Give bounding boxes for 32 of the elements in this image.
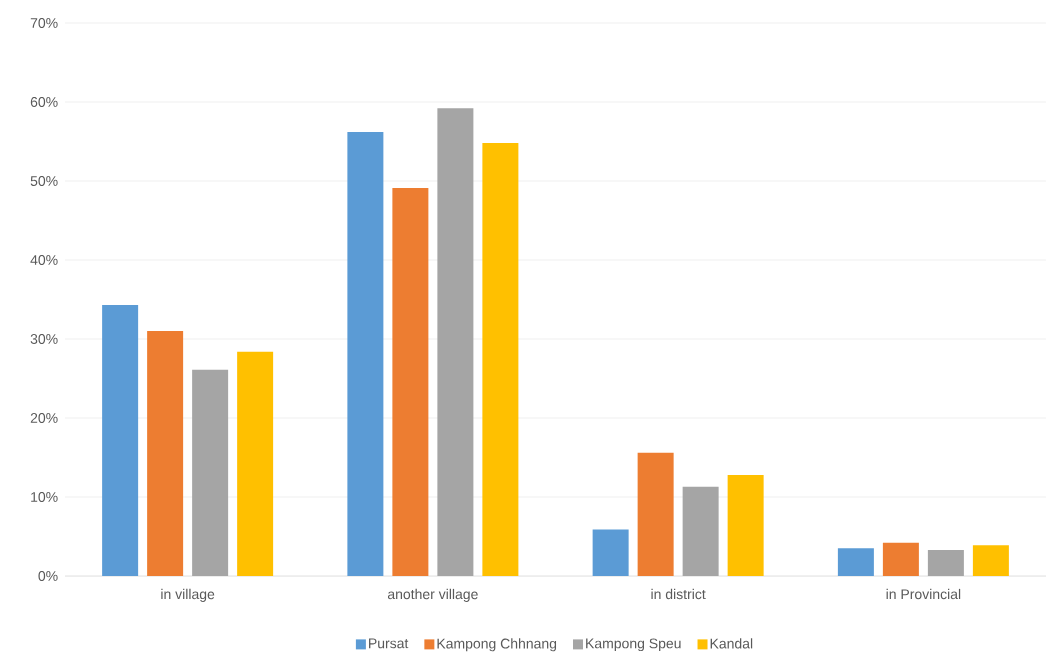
bar [482, 143, 519, 576]
y-tick-label: 10% [31, 492, 58, 502]
bar [727, 474, 764, 576]
bar [347, 132, 384, 576]
bar [192, 369, 229, 576]
bar [682, 486, 719, 576]
legend-label: Pursat [369, 638, 409, 649]
bar [927, 549, 964, 576]
x-tick-label: in district [651, 588, 706, 600]
bar [637, 452, 674, 576]
y-tick-label: 0% [38, 571, 58, 581]
bar [392, 188, 429, 576]
y-tick-label: 20% [30, 413, 58, 423]
x-tick-label: in village [161, 588, 215, 602]
y-tick-label: 60% [30, 97, 58, 107]
bar [882, 542, 919, 576]
bar [147, 331, 184, 576]
legend-label: Kandal [710, 638, 753, 649]
legend-label: Kampong Chhnang [437, 638, 557, 652]
bar [102, 305, 139, 576]
x-tick-label: another village [387, 588, 478, 602]
bar [437, 108, 474, 576]
y-tick-label: 40% [30, 255, 58, 265]
y-tick-label: 70% [30, 18, 58, 28]
bar [592, 529, 629, 576]
x-tick-label: in Provincial [886, 588, 961, 600]
bar [237, 351, 274, 576]
bar [837, 548, 874, 576]
y-tick-label: 30% [30, 334, 58, 344]
y-tick-label: 50% [30, 176, 58, 186]
bar [972, 545, 1009, 576]
legend-label: Kampong Speu [586, 638, 681, 652]
